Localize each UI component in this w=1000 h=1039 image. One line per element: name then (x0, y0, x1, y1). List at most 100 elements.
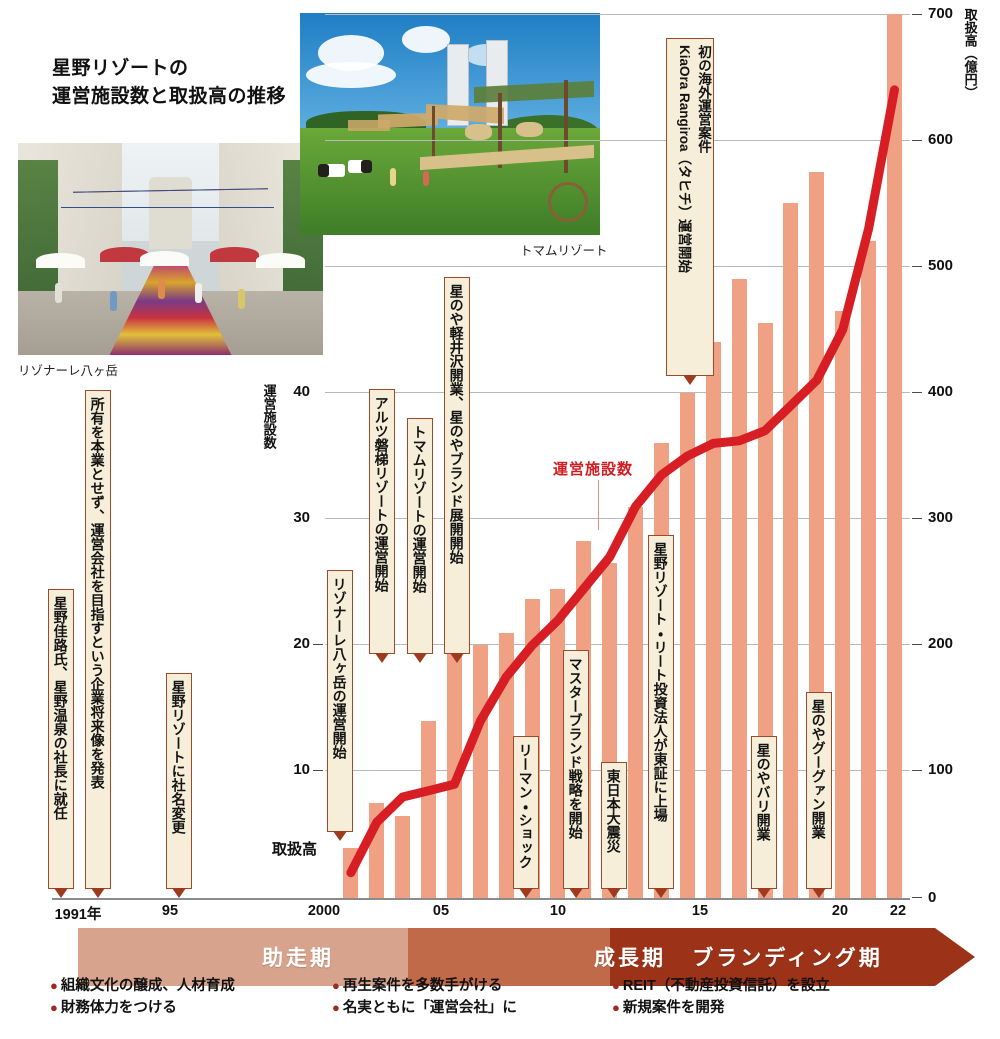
callout-2003-arrow (375, 653, 389, 663)
y-tick-left-40: 40 (293, 383, 310, 400)
gridline-70 (325, 14, 910, 15)
phase-arrows (78, 928, 975, 986)
page-title: 星野リゾートの 運営施設数と取扱高の推移 (52, 55, 332, 110)
phase-2-label: 成長期 (594, 947, 666, 970)
bar-2005 (446, 645, 462, 898)
phase-3-bullets: ● REIT（不動産投資信託）を設立 ● 新規案件を開発 (612, 978, 830, 1017)
callout-2014-text-latin: KiaOra Rangiroa（タヒチ）運営開始 (676, 45, 692, 274)
callout-2010-masterbrand[interactable]: マスターブランド戦略を開始 (563, 650, 589, 889)
callout-2005-text: 星のや軽井沢開業、星のやブランド展開開始 (448, 284, 465, 564)
bar-2003 (395, 815, 411, 898)
callout-2010-text: マスターブランド戦略を開始 (567, 657, 584, 839)
inline-label-torihikidaka: 取扱高 (272, 841, 318, 858)
bar-2007 (498, 632, 514, 898)
y-axis-right-title: 取扱高（億円） (962, 8, 978, 99)
bar-2018 (783, 203, 799, 898)
x-tick-2000: 2000 (307, 903, 341, 919)
callout-2001-text: リゾナーレ八ヶ岳の運営開始 (331, 577, 348, 759)
callout-2008-lehman[interactable]: リーマン・ショック (513, 736, 539, 889)
page-title-line1: 星野リゾートの (52, 58, 189, 79)
callout-2001-arrow (333, 831, 347, 841)
bar-2012 (628, 506, 644, 898)
callout-1992-vision[interactable]: 所有を本業とせず、運営会社を目指すという企業将来像を発表 (85, 390, 111, 889)
bar-series (343, 14, 902, 898)
bar-2016 (731, 279, 747, 898)
bar-2020 (835, 310, 851, 898)
y-tick-right-100: 100 (928, 761, 954, 778)
y-tick-right-0: 0 (928, 889, 937, 906)
y-tick-right-200: 200 (928, 635, 954, 652)
callout-2008-arrow (519, 888, 533, 898)
photo-caption-risonare: リゾナーレ八ヶ岳 (18, 364, 119, 378)
page-title-line2: 運営施設数と取扱高の推移 (52, 85, 287, 107)
callout-1991-text: 星野佳路氏、星野温泉の社長に就任 (52, 596, 69, 820)
callout-2013-arrow (654, 888, 668, 898)
x-tick-2020: 20 (831, 903, 849, 919)
x-tick-2005: 05 (432, 903, 450, 919)
series-label-facility-count: 運営施設数 (553, 461, 634, 478)
callout-1995-rename[interactable]: 星野リゾートに社名変更 (166, 673, 192, 889)
phase-1-bullets: ● 組織文化の醸成、人材育成 ● 財務体力をつける (50, 978, 235, 1017)
x-tick-2015: 15 (691, 903, 709, 919)
bar-2021 (861, 241, 877, 898)
callout-1991-president[interactable]: 星野佳路氏、星野温泉の社長に就任 (48, 589, 74, 889)
y-tick-right-500: 500 (928, 257, 954, 274)
callout-2011-earthquake[interactable]: 東日本大震災 (601, 762, 627, 889)
x-axis-baseline (52, 898, 910, 900)
callout-2004-text: トマムリゾートの運営開始 (411, 425, 428, 593)
callout-2005-arrow (450, 653, 464, 663)
phase-3-label: ブランディング期 (692, 947, 883, 970)
phase-1-bullet-2: 財務体力をつける (60, 1000, 177, 1017)
x-tick-2022: 22 (889, 903, 907, 919)
callout-2003-text: アルツ磐梯リゾートの運営開始 (373, 396, 390, 592)
x-tick-1995: 95 (161, 903, 179, 919)
bar-2015 (705, 342, 721, 898)
callout-2017-arrow (757, 888, 771, 898)
callout-1992-arrow (91, 888, 105, 898)
y-axis-left-title: 運営施設数 (261, 384, 277, 449)
callout-2017-hoshinoya-bali[interactable]: 星のやバリ開業 (751, 736, 777, 889)
phase-1: 助走期 (78, 928, 518, 986)
callout-2001-risonare[interactable]: リゾナーレ八ヶ岳の運営開始 (327, 570, 353, 832)
bar-2022 (886, 14, 902, 898)
phase-3-bullet-2: 新規案件を開発 (622, 1000, 725, 1017)
bar-2014 (679, 392, 695, 898)
callout-2019-text: 星のやグーグァン開業 (810, 699, 827, 839)
phase-2-bullets: ● 再生案件を多数手がける ● 名実ともに「運営会社」に (332, 978, 517, 1017)
callout-2004-tomamu[interactable]: トマムリゾートの運営開始 (407, 418, 433, 654)
phase-2: 成長期 (420, 928, 840, 986)
phase-3: ブランディング期 (610, 928, 965, 986)
callout-2013-text: 星野リゾート・リート投資法人が東証に上場 (652, 542, 669, 822)
callout-2019-hoshinoya-guguan[interactable]: 星のやグーグァン開業 (806, 692, 832, 889)
callout-1995-arrow (172, 888, 186, 898)
callout-2005-hoshinoya[interactable]: 星のや軽井沢開業、星のやブランド展開開始 (444, 277, 470, 654)
x-tick-1991: 1991年 (54, 907, 102, 923)
callout-1991-arrow (54, 888, 68, 898)
callout-2003-alts[interactable]: アルツ磐梯リゾートの運営開始 (369, 389, 395, 654)
bar-2006 (472, 645, 488, 898)
phase-2-bullet-1: 再生案件を多数手がける (342, 978, 503, 994)
callout-2004-arrow (413, 653, 427, 663)
phase-1-label: 助走期 (262, 947, 334, 970)
y-tick-left-30: 30 (293, 509, 310, 526)
bar-2004 (421, 721, 437, 898)
callout-2010-arrow (569, 888, 583, 898)
callout-2013-reit-listing[interactable]: 星野リゾート・リート投資法人が東証に上場 (648, 535, 674, 889)
callout-2017-text: 星のやバリ開業 (755, 743, 772, 841)
callout-2014-kiaora[interactable]: 初の海外運営案件 KiaOra Rangiroa（タヒチ）運営開始 (666, 38, 714, 376)
callout-1995-text: 星野リゾートに社名変更 (170, 680, 187, 834)
callout-2008-text: リーマン・ショック (517, 743, 534, 869)
phase-1-bullet-1: 組織文化の醸成、人材育成 (60, 978, 235, 994)
callout-2014-arrow (683, 375, 697, 385)
y-tick-right-600: 600 (928, 131, 954, 148)
callout-2019-arrow (812, 888, 826, 898)
phase-2-bullet-2: 名実ともに「運営会社」に (342, 1000, 517, 1017)
phase-arrow-3 (610, 928, 975, 986)
callout-2011-text: 東日本大震災 (605, 769, 622, 853)
series-label-leader (598, 480, 599, 530)
callout-2014-text-main: 初の海外運営案件 (696, 45, 711, 153)
bar-2002 (369, 803, 385, 898)
callout-1992-text: 所有を本業とせず、運営会社を目指すという企業将来像を発表 (89, 397, 106, 789)
y-tick-right-300: 300 (928, 509, 954, 526)
callout-2011-arrow (607, 888, 621, 898)
